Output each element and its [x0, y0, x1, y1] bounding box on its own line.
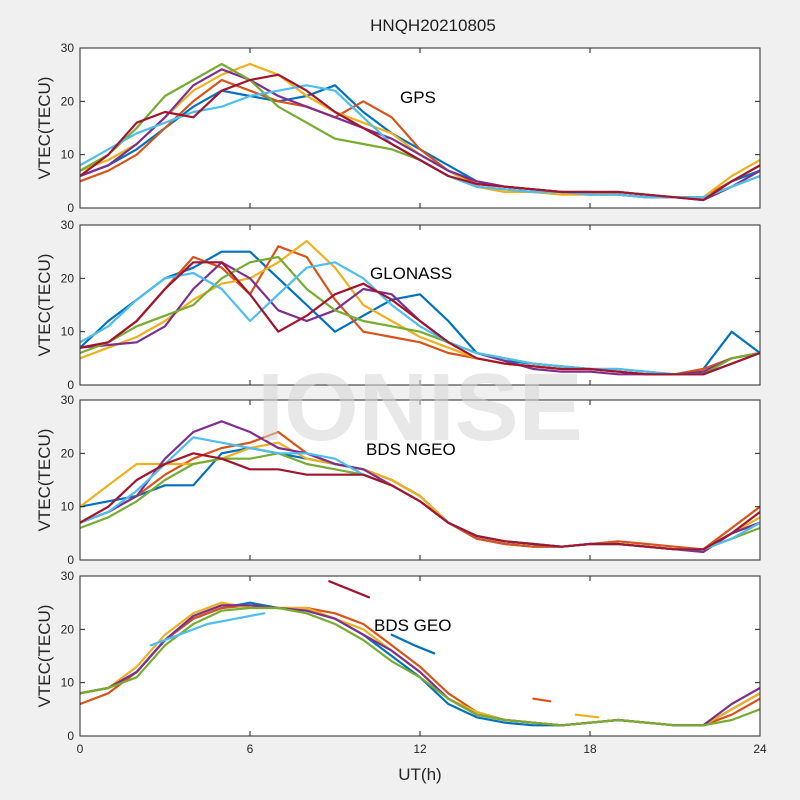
- series-line: [532, 697, 552, 703]
- y-tick-label: 10: [61, 325, 75, 339]
- x-tick-label: 12: [413, 742, 427, 756]
- series-line: [390, 633, 436, 655]
- x-tick-label: 0: [77, 742, 84, 756]
- panel-4: 0 10 20 30 0 6 12 18 24 VTEC(TECU) BDS GEO: [35, 569, 767, 756]
- x-tick-label: 18: [583, 742, 597, 756]
- system-annotation: BDS NGEO: [366, 440, 456, 459]
- y-axis-label: VTEC(TECU): [35, 605, 54, 708]
- y-tick-label: 30: [61, 393, 75, 407]
- figure-title: HNQH20210805: [370, 16, 496, 35]
- y-tick-label: 20: [61, 622, 75, 636]
- y-tick-label: 20: [61, 271, 75, 285]
- series-line: [149, 612, 266, 647]
- series-line: [80, 73, 760, 202]
- y-tick-label: 0: [67, 729, 74, 743]
- series-group: [80, 580, 760, 727]
- y-tick-label: 20: [61, 446, 75, 460]
- series-group: [80, 420, 760, 554]
- y-axis-label: VTEC(TECU): [35, 429, 54, 532]
- x-tick-label: 6: [247, 742, 254, 756]
- panel-3: 0 10 20 30 VTEC(TECU) BDS NGEO: [35, 393, 761, 567]
- series-line: [574, 713, 600, 719]
- y-tick-label: 0: [67, 378, 74, 392]
- plot-area: [80, 400, 760, 560]
- panels: 0 10 20 30 VTEC(TECU) GPS 0 10 20 30 VTEC(TECU) GLO…: [35, 41, 767, 756]
- y-tick-label: 30: [61, 41, 75, 55]
- series-line: [80, 261, 760, 376]
- y-axis-label: VTEC(TECU): [35, 254, 54, 357]
- y-tick-label: 10: [61, 676, 75, 690]
- y-tick-label: 10: [61, 500, 75, 514]
- watermark: IONISE: [257, 354, 582, 461]
- series-group: [80, 62, 760, 202]
- x-tick-label: 24: [753, 742, 767, 756]
- series-group: [80, 239, 760, 376]
- system-annotation: GLONASS: [370, 264, 452, 283]
- panel-1: 0 10 20 30 VTEC(TECU) GPS: [35, 41, 761, 215]
- series-line: [80, 606, 760, 727]
- series-line: [80, 452, 760, 551]
- y-tick-label: 30: [61, 569, 75, 583]
- panel-2: 0 10 20 30 VTEC(TECU) GLONASS: [35, 218, 761, 392]
- y-tick-label: 30: [61, 218, 75, 232]
- y-tick-label: 20: [61, 94, 75, 108]
- y-tick-label: 0: [67, 201, 74, 215]
- plot-area: [80, 48, 760, 208]
- y-axis-label: VTEC(TECU): [35, 77, 54, 180]
- series-line: [80, 261, 760, 376]
- series-line: [328, 580, 371, 599]
- y-tick-label: 10: [61, 148, 75, 162]
- system-annotation: GPS: [400, 88, 436, 107]
- plot-area: [80, 576, 760, 736]
- y-tick-label: 0: [67, 553, 74, 567]
- system-annotation: BDS GEO: [374, 616, 451, 635]
- x-axis-label: UT(h): [398, 765, 441, 784]
